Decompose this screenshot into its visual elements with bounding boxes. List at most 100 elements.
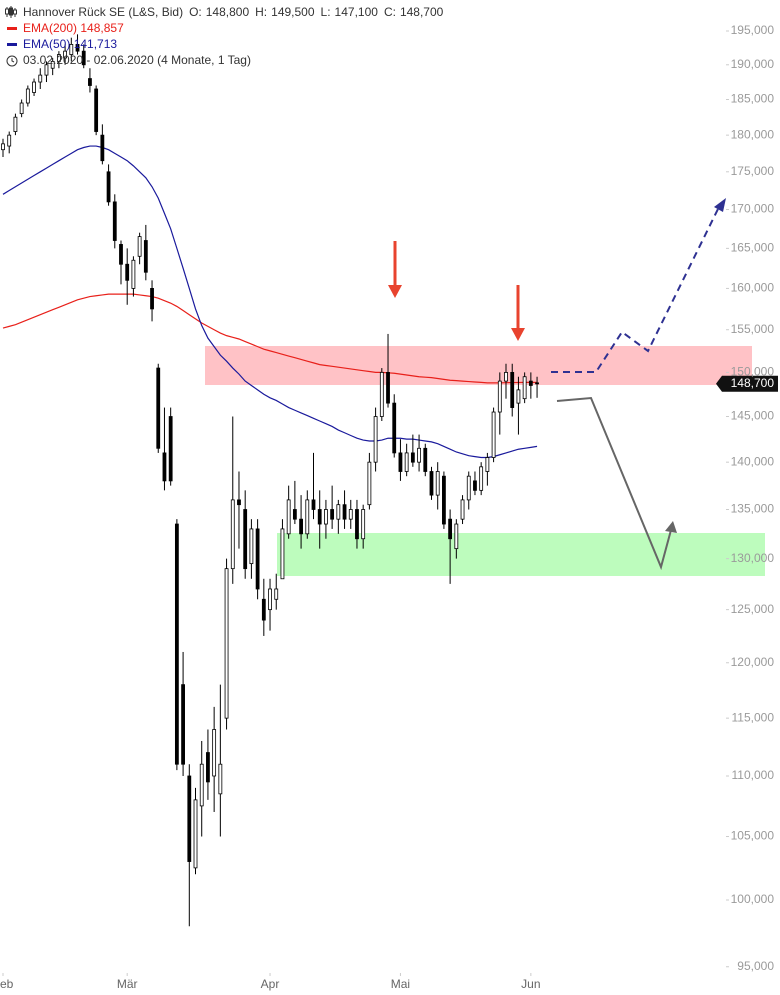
candle-body [13, 116, 18, 132]
price-tag: 148,700 [716, 375, 778, 392]
y-tick-label: 130,000 [731, 551, 775, 565]
ema-line [2, 293, 538, 384]
candle-body [230, 499, 235, 570]
candle-body [119, 244, 123, 265]
y-tick-label: 185,000 [731, 92, 775, 106]
candle-body [410, 452, 415, 463]
candle-body [268, 588, 272, 611]
candle-body [429, 471, 434, 496]
candle-body [404, 452, 409, 472]
legend-label: EMA(200) 148,857 [23, 21, 124, 35]
candle-body [63, 50, 67, 59]
quote-key: O: [189, 5, 202, 19]
candle-body [485, 457, 490, 472]
candle-body [224, 568, 229, 719]
y-tick-label: 140,000 [731, 454, 775, 468]
candle-body [174, 523, 179, 765]
candle-body [19, 102, 24, 115]
candle-body [367, 461, 372, 506]
x-tick-label: Mai [391, 977, 410, 991]
header: Hannover Rück SE (L&S, Bid) O: 148,800 H: 14… [5, 5, 444, 67]
candle-body [292, 509, 297, 520]
candle-body [442, 475, 446, 525]
bearish-scenario [556, 396, 677, 571]
candle-body [69, 44, 74, 55]
candle-body [361, 509, 366, 540]
support-zone [277, 533, 765, 576]
candle-body [81, 50, 86, 66]
candle-body [243, 509, 248, 570]
candle-body [1, 143, 5, 151]
candle-body [417, 447, 421, 463]
candle-body [348, 509, 353, 520]
candle-body [386, 371, 390, 404]
y-tick-label: 100,000 [731, 892, 775, 906]
title: Hannover Rück SE (L&S, Bid) [23, 5, 183, 19]
candle-body [330, 509, 335, 520]
y-tick-label: 145,000 [731, 409, 775, 423]
candle-body [32, 81, 36, 93]
legend-swatch [7, 43, 17, 46]
candle-body [479, 466, 484, 491]
candle-body [131, 259, 136, 289]
candle-body [75, 44, 80, 52]
candle-body [466, 475, 471, 501]
y-tick-label: 135,000 [731, 502, 775, 516]
candle-body [305, 499, 310, 535]
candle-body [7, 134, 12, 147]
candle-body [261, 598, 266, 621]
candle-body [504, 371, 508, 382]
y-tick-label: 165,000 [731, 241, 775, 255]
candle-body [280, 528, 285, 580]
y-tick-label: 95,000 [737, 959, 774, 973]
candle-body [398, 452, 403, 472]
quote-value: 148,800 [206, 5, 250, 19]
candle-body [181, 684, 185, 765]
y-tick-label: 110,000 [732, 768, 775, 782]
clock-icon [6, 55, 18, 67]
quote-key: H: [255, 5, 267, 19]
candle-body [435, 471, 440, 496]
candle-body [510, 371, 515, 408]
y-tick-label: 105,000 [731, 829, 775, 843]
candle-body [311, 499, 316, 510]
candle-body [25, 88, 30, 104]
price-tag-label: 148,700 [731, 376, 775, 390]
down-arrow [388, 241, 402, 298]
candle-body [137, 236, 142, 257]
bullish-scenario [551, 198, 726, 373]
candle-body [56, 54, 61, 62]
candle-body [516, 389, 521, 404]
candle-body [206, 752, 210, 783]
candle-body [143, 240, 148, 273]
candle-body [497, 380, 502, 413]
x-tick-label: Mär [117, 977, 138, 991]
candle-body [324, 509, 328, 525]
candle-body [50, 60, 55, 69]
candle-body [274, 588, 279, 600]
y-tick-label: 150,000 [731, 365, 775, 379]
y-tick-label: 195,000 [731, 23, 775, 37]
x-tick-label: Jun [521, 977, 540, 991]
candle-body [125, 263, 130, 281]
date-range-line: 03.02.2020 - 02.06.2020 (4 Monate, 1 Tag… [23, 53, 251, 67]
candle-body [355, 509, 359, 540]
legend-value: 141,713 [74, 37, 118, 51]
ema-line [2, 145, 538, 459]
candle-body [249, 528, 254, 565]
candle-body [454, 523, 459, 550]
down-arrow [511, 285, 525, 341]
quote-key: C: [384, 5, 396, 19]
candle-body [460, 499, 465, 520]
candle-body [218, 763, 223, 795]
quote-value: 149,500 [271, 5, 315, 19]
candle-body [100, 134, 105, 162]
candle-body [168, 416, 173, 482]
candle-body [199, 763, 204, 807]
header-line: Hannover Rück SE (L&S, Bid) O: 148,800 H: 14… [23, 5, 444, 19]
quote-value: 148,700 [400, 5, 444, 19]
candle-body [255, 528, 260, 590]
candle-body [150, 288, 154, 310]
candle-body [336, 504, 341, 520]
